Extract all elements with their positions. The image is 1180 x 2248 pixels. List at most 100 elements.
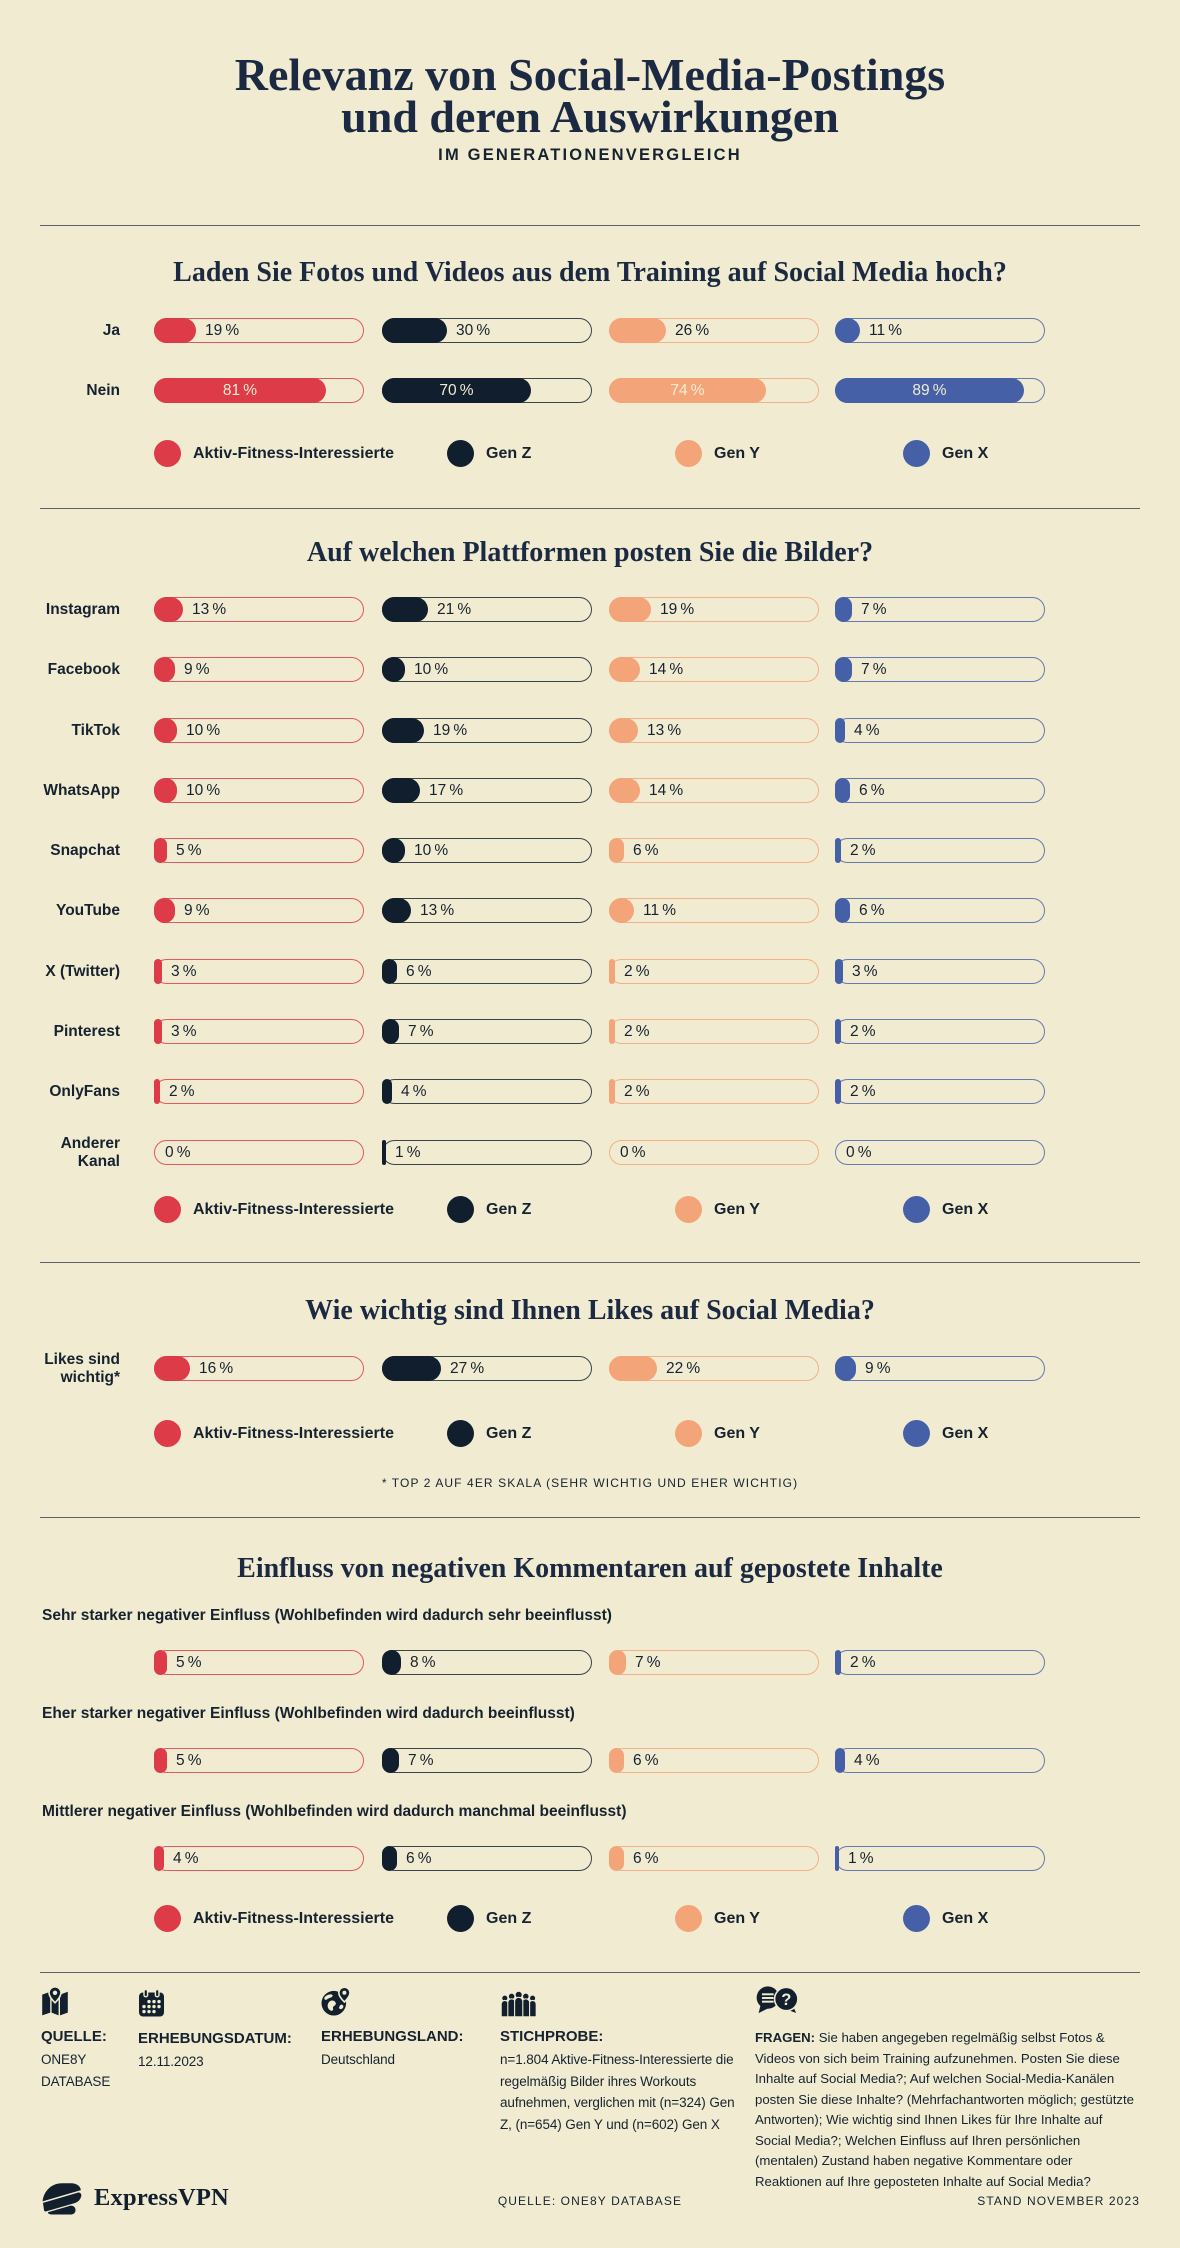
bar-value-label: 7 % xyxy=(635,1654,661,1671)
bottom-source: QUELLE: ONE8Y DATABASE xyxy=(497,2194,683,2208)
bar-value-label: 5 % xyxy=(176,1654,202,1671)
bar-value-label: 5 % xyxy=(176,842,202,859)
svg-text:?: ? xyxy=(781,1991,791,2009)
bar-value-label: 6 % xyxy=(633,1752,659,1769)
bar-gen-x: 3 % xyxy=(835,959,1045,984)
legend-dot xyxy=(447,1196,474,1223)
bar-gen-y: 13 % xyxy=(609,718,819,743)
bar-value-label: 6 % xyxy=(406,1850,432,1867)
expressvpn-brand: ExpressVPN xyxy=(42,2180,229,2216)
bar-gen-y: 74 % xyxy=(609,378,819,403)
bar-aktiv-fitness-interessierte: 4 % xyxy=(154,1846,364,1871)
bar-value-label: 9 % xyxy=(184,902,210,919)
footer-stichprobe-label: STICHPROBE: xyxy=(500,2028,604,2045)
bar-aktiv-fitness-interessierte: 9 % xyxy=(154,657,364,682)
bar-fill xyxy=(382,959,397,984)
category-label: Likes sind wichtig* xyxy=(44,1351,120,1386)
likes-footnote: * TOP 2 AUF 4ER SKALA (SEHR WICHTIG UND … xyxy=(381,1476,799,1490)
bar-fill xyxy=(835,1650,841,1675)
legend-label: Gen Z xyxy=(486,1910,532,1927)
bar-fill xyxy=(609,657,640,682)
legend-dot xyxy=(154,1196,181,1223)
bar-aktiv-fitness-interessierte: 9 % xyxy=(154,898,364,923)
bar-gen-y: 11 % xyxy=(609,898,819,923)
bar-value-label: 21 % xyxy=(437,601,472,618)
category-label: OnlyFans xyxy=(49,1083,120,1100)
legend-dot xyxy=(154,1420,181,1447)
legend-label: Gen Y xyxy=(714,445,760,462)
bar-fill xyxy=(835,959,843,984)
bar-fill xyxy=(609,378,766,403)
legend-dot xyxy=(903,1905,930,1932)
bar-value-label: 13 % xyxy=(647,722,682,739)
bar-fill xyxy=(835,1079,841,1104)
bar-value-label: 10 % xyxy=(186,722,221,739)
legend-label: Gen Z xyxy=(486,1201,532,1218)
category-label: TikTok xyxy=(71,722,120,739)
bar-fill xyxy=(382,898,411,923)
chat-question-icon: ? xyxy=(756,1986,799,2016)
bar-value-label: 2 % xyxy=(850,1654,876,1671)
category-label: Sehr starker negativer Einfluss (Wohlbef… xyxy=(42,1607,612,1624)
bar-fill xyxy=(154,597,183,622)
bar-value-label: 2 % xyxy=(850,842,876,859)
bar-gen-x: 6 % xyxy=(835,778,1045,803)
bar-value-label: 2 % xyxy=(169,1083,195,1100)
bar-value-label: 2 % xyxy=(624,963,650,980)
category-label: Snapchat xyxy=(50,842,120,859)
bar-gen-z: 6 % xyxy=(382,1846,592,1871)
bar-value-label: 13 % xyxy=(420,902,455,919)
bar-fill xyxy=(154,1748,167,1773)
bar-fill xyxy=(154,898,175,923)
bar-value-label: 0 % xyxy=(165,1144,191,1161)
bar-fill xyxy=(835,378,1024,403)
calendar-icon xyxy=(139,1988,164,2017)
bar-gen-z: 7 % xyxy=(382,1748,592,1773)
page-title: Relevanz von Social-Media-Postings und de… xyxy=(0,52,1180,140)
bar-gen-y: 6 % xyxy=(609,838,819,863)
bar-aktiv-fitness-interessierte: 5 % xyxy=(154,1650,364,1675)
bar-fill xyxy=(609,1356,657,1381)
bar-value-label: 6 % xyxy=(633,1850,659,1867)
page-subtitle: IM GENERATIONENVERGLEICH xyxy=(438,146,742,164)
bar-value-label: 9 % xyxy=(865,1360,891,1377)
footer-fragen: ? FRAGEN: Sie haben angegeben regelmäßig… xyxy=(755,1984,1138,2192)
divider xyxy=(40,225,1140,226)
bar-fill xyxy=(609,898,634,923)
bar-value-label: 74 % xyxy=(670,382,705,399)
legend-dot xyxy=(447,440,474,467)
bar-value-label: 4 % xyxy=(173,1850,199,1867)
bar-value-label: 16 % xyxy=(199,1360,234,1377)
bar-value-label: 7 % xyxy=(408,1023,434,1040)
bar-gen-x: 0 % xyxy=(835,1140,1045,1165)
bar-gen-z: 13 % xyxy=(382,898,592,923)
bar-value-label: 19 % xyxy=(660,601,695,618)
bar-gen-y: 19 % xyxy=(609,597,819,622)
footer-erhebungsland-label: ERHEBUNGSLAND: xyxy=(321,2028,464,2045)
bar-fill xyxy=(154,778,177,803)
bar-fill xyxy=(154,718,177,743)
bar-value-label: 3 % xyxy=(171,963,197,980)
divider xyxy=(40,1262,1140,1263)
bar-value-label: 10 % xyxy=(186,782,221,799)
section-likes-heading: Wie wichtig sind Ihnen Likes auf Social … xyxy=(305,1295,875,1326)
bar-fill xyxy=(609,318,666,343)
bar-value-label: 1 % xyxy=(395,1144,421,1161)
bar-value-label: 7 % xyxy=(408,1752,434,1769)
bar-fill xyxy=(609,597,651,622)
bar-fill xyxy=(835,657,852,682)
legend-label: Aktiv-Fitness-Interessierte xyxy=(193,1201,394,1218)
legend-label: Gen X xyxy=(942,1425,989,1442)
bar-gen-z: 19 % xyxy=(382,718,592,743)
bar-aktiv-fitness-interessierte: 19 % xyxy=(154,318,364,343)
bar-value-label: 13 % xyxy=(192,601,227,618)
bar-value-label: 19 % xyxy=(205,322,240,339)
bar-value-label: 0 % xyxy=(620,1144,646,1161)
bar-fill xyxy=(835,597,852,622)
footer-stichprobe-text: n=1.804 Aktive-Fitness-Interessierte die… xyxy=(500,2052,735,2132)
bar-value-label: 17 % xyxy=(429,782,464,799)
bar-gen-z: 7 % xyxy=(382,1019,592,1044)
bar-fill xyxy=(835,1356,856,1381)
legend-dot xyxy=(675,1196,702,1223)
bar-fill xyxy=(382,1079,392,1104)
